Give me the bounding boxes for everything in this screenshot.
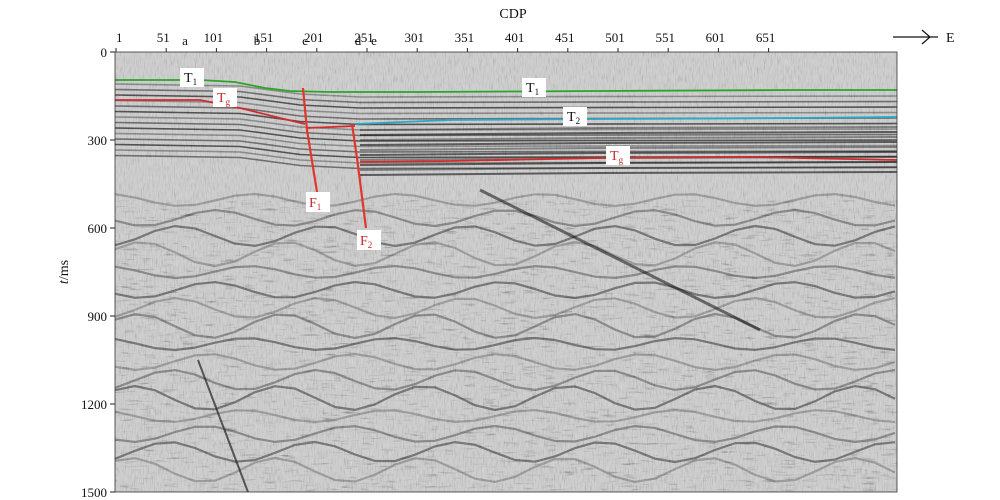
reflector-band <box>115 368 896 392</box>
x-tick-label: 101 <box>204 30 224 45</box>
reflector-band <box>359 151 897 156</box>
horizon-tg-line-west <box>115 99 306 125</box>
svg-text:T1: T1 <box>184 71 197 87</box>
direction-label: E <box>946 31 955 46</box>
reflector-band <box>115 132 897 148</box>
x-tick-label: 651 <box>756 30 776 45</box>
x-tick-label: 201 <box>304 30 324 45</box>
diagonal-event <box>197 359 249 492</box>
reflector-band <box>359 136 897 141</box>
reflector-band <box>359 166 897 171</box>
svg-text:F1: F1 <box>309 196 321 212</box>
reflector-band <box>115 224 896 248</box>
reflector-band <box>115 208 896 228</box>
horizon-label-tg-east: Tg <box>606 146 630 165</box>
reflector-band <box>115 88 897 104</box>
horizon-t2-line <box>354 116 897 125</box>
y-tick-label: 300 <box>88 133 108 148</box>
reflector-band <box>115 280 896 300</box>
svg-text:Tg: Tg <box>610 149 624 165</box>
seismic-section <box>115 52 897 492</box>
svg-text:T1: T1 <box>526 81 539 97</box>
reflector-band <box>115 143 897 159</box>
svg-text:Tg: Tg <box>217 91 231 107</box>
reflector-band <box>115 384 896 412</box>
reflector-band <box>359 141 897 146</box>
x-axis-ticks: 1 51 101 151 201 251 301 351 401 451 501 551 601 651 <box>115 30 776 52</box>
reflector-band <box>115 94 897 109</box>
site-marker-e: e <box>371 33 377 48</box>
x-tick-label: 151 <box>254 30 274 45</box>
fault-label-f2: F2 <box>357 230 381 250</box>
y-tick-label: 0 <box>101 45 108 60</box>
site-marker-d: d <box>355 33 362 48</box>
y-tick-label: 1500 <box>81 485 107 500</box>
x-tick-label: 401 <box>505 30 525 45</box>
reflector-band <box>115 408 896 424</box>
y-tick-label: 1200 <box>81 397 107 412</box>
reflector-band <box>115 264 896 280</box>
reflector-band <box>115 99 897 115</box>
site-marker-a: a <box>182 33 188 48</box>
reflector-band <box>115 154 897 170</box>
reflector-band <box>115 312 896 340</box>
reflector-band <box>359 161 897 166</box>
plot-frame <box>114 51 898 493</box>
reflector-band <box>115 110 897 126</box>
horizon-label-t2: T2 <box>563 107 587 126</box>
x-tick-label: 301 <box>404 30 424 45</box>
x-tick-label: 251 <box>354 30 374 45</box>
horizon-label-tg-west: Tg <box>213 88 237 107</box>
x-tick-label: 451 <box>555 30 575 45</box>
horizon-label-t1-west: T1 <box>180 68 204 87</box>
fault-label-f1: F1 <box>306 192 330 212</box>
y-tick-label: 900 <box>88 309 108 324</box>
x-tick-label: 1 <box>116 30 123 45</box>
y-axis-ticks: 0 300 600 900 1200 1500 <box>81 45 115 500</box>
reflector-band <box>359 146 897 151</box>
reflector-band <box>359 171 897 176</box>
horizon-t1-line <box>115 79 897 93</box>
reflector-band <box>115 192 896 208</box>
reflector-band <box>359 131 897 136</box>
x-tick-label: 51 <box>157 30 170 45</box>
reflector-band <box>359 126 897 131</box>
reflector-band <box>115 456 896 484</box>
reflector-band <box>115 440 896 464</box>
fault-f2-line <box>350 123 368 229</box>
reflector-band <box>115 121 897 137</box>
reflector-band <box>115 424 896 444</box>
reflector-band <box>115 138 897 153</box>
site-marker-c: c <box>302 33 308 48</box>
direction-indicator: E <box>893 29 955 46</box>
svg-text:F2: F2 <box>360 234 372 250</box>
x-tick-label: 601 <box>706 30 726 45</box>
fault-f1-line <box>301 87 319 193</box>
x-axis-title: CDP <box>499 7 526 22</box>
reflector-band <box>115 127 897 142</box>
x-tick-label: 551 <box>655 30 675 45</box>
horizon-tg-line-east <box>359 156 897 163</box>
dipping-event <box>479 188 761 332</box>
reflector-band <box>115 336 896 352</box>
x-tick-label: 351 <box>455 30 475 45</box>
arrow-icon <box>921 29 931 45</box>
horizon-label-t1-east: T1 <box>522 78 546 97</box>
y-tick-label: 600 <box>88 221 108 236</box>
reflector-band <box>115 240 896 268</box>
y-axis-title: t/ms <box>57 260 72 284</box>
horizon-tg-line-mid <box>306 125 356 129</box>
site-marker-b: b <box>254 33 261 48</box>
reflector-band <box>115 116 897 131</box>
reflector-band <box>115 296 896 320</box>
svg-text:T2: T2 <box>567 110 580 126</box>
reflector-band <box>115 352 896 372</box>
x-tick-label: 501 <box>605 30 625 45</box>
